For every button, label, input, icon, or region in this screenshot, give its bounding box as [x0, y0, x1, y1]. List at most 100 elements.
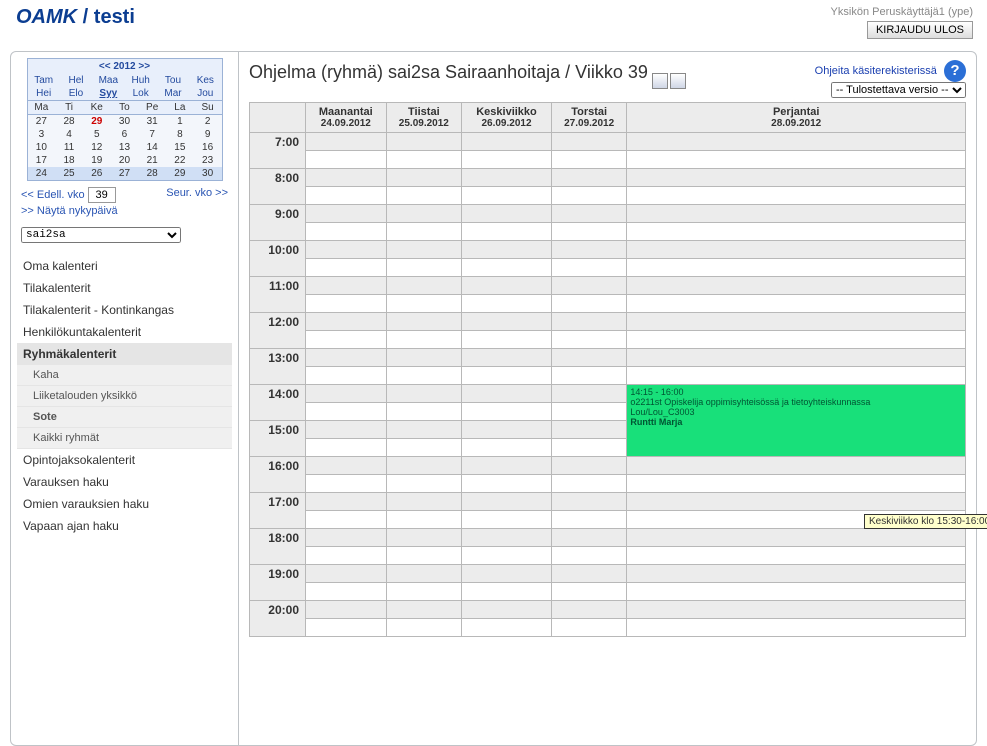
- nav-item[interactable]: Omien varauksien haku: [17, 493, 232, 515]
- schedule-slot[interactable]: [386, 403, 461, 421]
- minical-day[interactable]: 19: [83, 154, 111, 167]
- schedule-slot[interactable]: [551, 421, 626, 439]
- schedule-slot[interactable]: [462, 313, 552, 331]
- schedule-slot[interactable]: [627, 493, 966, 511]
- schedule-slot[interactable]: [627, 349, 966, 367]
- minical-day[interactable]: 23: [194, 154, 222, 167]
- schedule-slot[interactable]: [462, 457, 552, 475]
- minical-day[interactable]: 22: [166, 154, 194, 167]
- schedule-slot[interactable]: [627, 601, 966, 619]
- schedule-slot[interactable]: [551, 601, 626, 619]
- nav-item[interactable]: Vapaan ajan haku: [17, 515, 232, 537]
- schedule-slot[interactable]: [551, 205, 626, 223]
- minical-day[interactable]: 6: [111, 128, 139, 141]
- schedule-slot[interactable]: [306, 277, 387, 295]
- minical-day[interactable]: 18: [55, 154, 83, 167]
- schedule-slot[interactable]: [386, 511, 461, 529]
- minical-day[interactable]: 27: [111, 167, 139, 180]
- schedule-slot[interactable]: [627, 565, 966, 583]
- schedule-slot[interactable]: [627, 187, 966, 205]
- schedule-slot[interactable]: [551, 439, 626, 457]
- minical-day[interactable]: 1: [166, 115, 194, 129]
- schedule-slot[interactable]: [386, 295, 461, 313]
- schedule-slot[interactable]: [306, 133, 387, 151]
- nav-item[interactable]: Henkilökuntakalenterit: [17, 321, 232, 343]
- schedule-slot[interactable]: [462, 439, 552, 457]
- schedule-slot[interactable]: [462, 619, 552, 637]
- schedule-slot[interactable]: [386, 457, 461, 475]
- schedule-slot[interactable]: [462, 493, 552, 511]
- schedule-slot[interactable]: [462, 151, 552, 169]
- schedule-slot[interactable]: [462, 169, 552, 187]
- schedule-slot[interactable]: [306, 331, 387, 349]
- schedule-slot[interactable]: [306, 511, 387, 529]
- minical-day[interactable]: 26: [83, 167, 111, 180]
- minical-day[interactable]: 12: [83, 141, 111, 154]
- schedule-slot[interactable]: [462, 547, 552, 565]
- schedule-slot[interactable]: [551, 349, 626, 367]
- schedule-slot[interactable]: [306, 169, 387, 187]
- schedule-slot[interactable]: [386, 583, 461, 601]
- schedule-slot[interactable]: [306, 385, 387, 403]
- schedule-slot[interactable]: [306, 619, 387, 637]
- schedule-slot[interactable]: [386, 331, 461, 349]
- schedule-slot[interactable]: [551, 187, 626, 205]
- schedule-slot[interactable]: [462, 529, 552, 547]
- schedule-slot[interactable]: [386, 313, 461, 331]
- minical-day[interactable]: 30: [194, 167, 222, 180]
- schedule-slot[interactable]: [627, 529, 966, 547]
- minical-day[interactable]: 7: [138, 128, 166, 141]
- month-kes[interactable]: Kes: [189, 74, 221, 87]
- calendar-icon[interactable]: [652, 73, 668, 89]
- schedule-slot[interactable]: [462, 403, 552, 421]
- next-week-link[interactable]: Seur. vko >>: [166, 187, 228, 199]
- schedule-slot[interactable]: [462, 295, 552, 313]
- minical-day[interactable]: 28: [55, 115, 83, 129]
- schedule-slot[interactable]: [306, 349, 387, 367]
- nav-item[interactable]: Kaha: [17, 365, 232, 386]
- group-select[interactable]: sai2sa: [21, 227, 181, 243]
- minical-day[interactable]: 14: [138, 141, 166, 154]
- month-tam[interactable]: Tam: [28, 74, 60, 87]
- schedule-slot[interactable]: [551, 403, 626, 421]
- schedule-slot[interactable]: [627, 367, 966, 385]
- schedule-slot[interactable]: [386, 493, 461, 511]
- schedule-slot[interactable]: [386, 205, 461, 223]
- schedule-slot[interactable]: [551, 565, 626, 583]
- schedule-slot[interactable]: [462, 205, 552, 223]
- schedule-slot[interactable]: [462, 583, 552, 601]
- schedule-slot[interactable]: [306, 223, 387, 241]
- minical-day[interactable]: 28: [138, 167, 166, 180]
- schedule-slot[interactable]: [386, 169, 461, 187]
- minical-day[interactable]: 8: [166, 128, 194, 141]
- minical-day[interactable]: 17: [28, 154, 56, 167]
- schedule-slot[interactable]: [551, 547, 626, 565]
- schedule-slot[interactable]: [551, 511, 626, 529]
- month-picker[interactable]: TamHelMaaHuhTouKesHeiEloSyyLokMarJou: [28, 74, 222, 100]
- schedule-slot[interactable]: [627, 133, 966, 151]
- schedule-slot[interactable]: [627, 241, 966, 259]
- month-hei[interactable]: Hei: [28, 87, 60, 100]
- month-tou[interactable]: Tou: [157, 74, 189, 87]
- minical-day[interactable]: 4: [55, 128, 83, 141]
- schedule-slot[interactable]: [306, 295, 387, 313]
- minical-day[interactable]: 25: [55, 167, 83, 180]
- schedule-slot[interactable]: [627, 295, 966, 313]
- schedule-slot[interactable]: [306, 601, 387, 619]
- schedule-slot[interactable]: [306, 241, 387, 259]
- schedule-slot[interactable]: [551, 277, 626, 295]
- print-version-select[interactable]: -- Tulostettava versio --: [831, 82, 966, 98]
- schedule-slot[interactable]: [386, 367, 461, 385]
- show-today-link[interactable]: >> Näytä nykypäivä: [21, 205, 118, 217]
- schedule-slot[interactable]: [386, 475, 461, 493]
- schedule-slot[interactable]: [551, 529, 626, 547]
- schedule-slot[interactable]: [627, 547, 966, 565]
- nav-item[interactable]: Tilakalenterit: [17, 277, 232, 299]
- schedule-slot[interactable]: [551, 385, 626, 403]
- schedule-slot[interactable]: [627, 475, 966, 493]
- schedule-slot[interactable]: [462, 241, 552, 259]
- schedule-slot[interactable]: [551, 619, 626, 637]
- schedule-slot[interactable]: [386, 529, 461, 547]
- nav-item[interactable]: Sote: [17, 407, 232, 428]
- schedule-slot[interactable]: [462, 421, 552, 439]
